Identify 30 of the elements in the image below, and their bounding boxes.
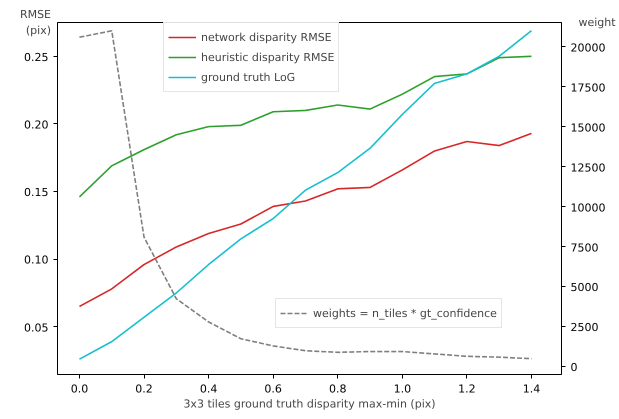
legend-label: weights = n_tiles * gt_confidence (313, 306, 497, 320)
y2-tick-label: 12500 (570, 161, 606, 174)
y2-axis-title: weight (578, 16, 616, 29)
x-tick-label: 0.0 (70, 382, 88, 396)
legend-label: ground truth LoG (201, 70, 296, 84)
y-tick-label: 0.15 (24, 186, 49, 200)
y2-tick-label: 20000 (570, 41, 606, 54)
y2-tick-label: 7500 (570, 241, 598, 254)
x-tick-label: 1.4 (522, 382, 540, 396)
y-tick-label: 0.10 (24, 254, 49, 267)
legend-label: network disparity RMSE (201, 30, 332, 44)
line-series (78, 132, 532, 308)
y2-tick-label: 0 (570, 361, 578, 374)
x-tick-label: 0.2 (135, 382, 153, 396)
y-tick-label: 0.25 (24, 50, 49, 64)
x-tick-label: 0.4 (200, 382, 218, 396)
x-tick-label: 1.2 (458, 382, 476, 396)
y2-tick-label: 15000 (570, 121, 606, 134)
x-tick-label: 0.6 (264, 382, 282, 396)
y-tick-label: 0.20 (24, 118, 49, 132)
y-axis-title: RMSE (pix) (20, 8, 52, 37)
y2-tick-label: 2500 (570, 321, 598, 334)
y2-tick-label: 17500 (570, 81, 606, 94)
x-tick-label: 1.0 (394, 382, 412, 396)
x-axis-title: 3x3 tiles ground truth disparity max-min (pix) (183, 398, 436, 410)
y2-tick-label: 5000 (570, 281, 598, 294)
legend-label: heuristic disparity RMSE (201, 50, 334, 64)
x-tick-label: 0.8 (329, 382, 347, 396)
y2-tick-label: 10000 (570, 201, 606, 214)
y-tick-label: 0.05 (24, 321, 49, 334)
